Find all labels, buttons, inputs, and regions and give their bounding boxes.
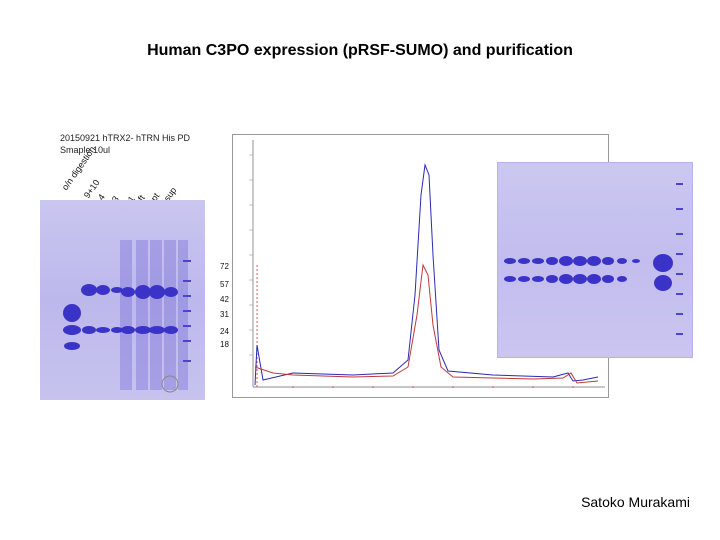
gel1-image [40, 200, 205, 400]
mw-label-24: 24 [220, 327, 229, 336]
gel1-caption-line2: Smaple 10ul [60, 145, 111, 155]
chromatogram-plot [249, 140, 605, 388]
mw-label-57: 57 [220, 280, 229, 289]
gel1-bands [63, 240, 191, 393]
gel1-caption: 20150921 hTRX2- hTRN His PD Smaple 10ul [60, 132, 190, 156]
mw-label-18: 18 [220, 340, 229, 349]
slide-title: Human C3PO expression (pRSF-SUMO) and pu… [147, 42, 573, 59]
mw-label-42: 42 [220, 295, 229, 304]
author-name: Satoko Murakami [581, 494, 690, 510]
mw-label-31: 31 [220, 310, 229, 319]
gel1-caption-line1: 20150921 hTRX2- hTRN His PD [60, 133, 191, 143]
gel2-image [497, 162, 693, 358]
gel1-lane-labels: o/n digestion 9+10 4 3 1 ft pt sup [40, 144, 210, 204]
gel2-bands [504, 183, 683, 335]
mw-label-72: 72 [220, 262, 229, 271]
